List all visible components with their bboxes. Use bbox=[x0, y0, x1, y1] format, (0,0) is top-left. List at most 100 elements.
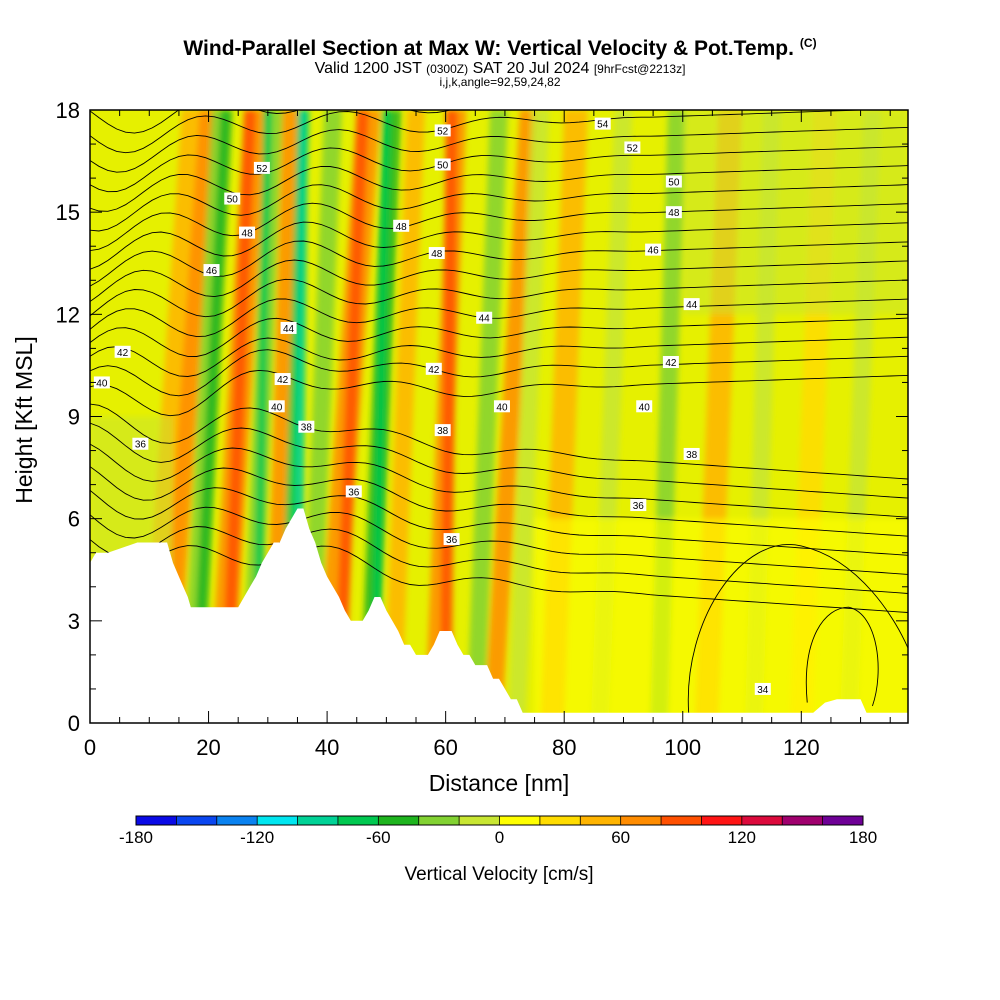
colorbar-tick-label: 60 bbox=[611, 828, 630, 847]
contour-label: 44 bbox=[280, 321, 297, 335]
contour-label-text: 50 bbox=[227, 195, 239, 206]
contour-label-text: 46 bbox=[206, 266, 218, 277]
valid-date: SAT 20 Jul 2024 bbox=[472, 60, 590, 77]
velocity-band bbox=[383, 110, 425, 723]
contour-labels: 54 52 52 52 50 50 50 48 48 48 48 46 46 44 44 44 42 42 42 42… bbox=[93, 117, 771, 696]
contour-label-text: 40 bbox=[639, 402, 651, 413]
contour-label-text: 50 bbox=[437, 160, 449, 171]
terrain bbox=[90, 508, 908, 723]
contour-label-bg bbox=[434, 424, 451, 437]
colorbar-swatch bbox=[459, 816, 500, 825]
contour-label-bg bbox=[754, 682, 771, 695]
copyright-tag: (C) bbox=[799, 36, 817, 50]
colorbar-swatch bbox=[297, 816, 338, 825]
contour-label: 52 bbox=[624, 141, 641, 154]
contour-label-text: 52 bbox=[627, 143, 639, 154]
x-tick-label: 60 bbox=[433, 735, 457, 760]
contour-label-text: 46 bbox=[648, 246, 660, 257]
contour-label: 46 bbox=[645, 243, 662, 257]
contour-label: 42 bbox=[274, 373, 291, 386]
contour-label-bg bbox=[683, 447, 700, 460]
x-tick-labels: 0 20 40 60 80 100 120 bbox=[84, 735, 820, 760]
contour-label-bg bbox=[630, 499, 647, 512]
contour-label-text: 48 bbox=[396, 222, 408, 233]
contour-label: 52 bbox=[434, 124, 451, 137]
contour-label-bg bbox=[425, 362, 442, 375]
colorbar-swatch bbox=[136, 816, 177, 825]
contour-label-text: 48 bbox=[431, 249, 443, 260]
contour-label: 44 bbox=[683, 298, 700, 311]
contour-label-text: 44 bbox=[686, 300, 698, 311]
y-tick-label: 12 bbox=[56, 302, 80, 327]
y-tick-label: 6 bbox=[68, 507, 80, 532]
colorbar-tick-label: -120 bbox=[240, 828, 274, 847]
contour-label-bg bbox=[93, 376, 110, 389]
grid-indices: i,j,k,angle=92,59,24,82 bbox=[439, 75, 561, 89]
axis-ticks bbox=[89, 109, 908, 724]
contour-label-text: 34 bbox=[757, 685, 769, 696]
contour-label-text: 50 bbox=[668, 178, 680, 189]
contour-label-bg bbox=[298, 420, 315, 433]
colorbar bbox=[135, 815, 864, 826]
contour-label-text: 44 bbox=[283, 324, 295, 335]
colorbar-swatch bbox=[539, 816, 581, 825]
contour-label-bg bbox=[268, 400, 285, 413]
contour-label-text: 40 bbox=[271, 402, 283, 413]
contour-label: 36 bbox=[132, 437, 149, 451]
contour-label-bg bbox=[434, 124, 451, 137]
colorbar-tick-label: 180 bbox=[849, 828, 877, 847]
isentrope-line bbox=[90, 403, 908, 480]
isentrope-line bbox=[90, 526, 908, 594]
colorbar-tick-labels: -180 -120 -60 0 60 120 180 bbox=[119, 828, 877, 847]
x-tick-label: 80 bbox=[552, 735, 576, 760]
isentrope-line bbox=[90, 545, 908, 613]
colorbar-tick-label: -60 bbox=[366, 828, 391, 847]
contour-label: 40 bbox=[93, 376, 110, 389]
colorbar-tick-label: 0 bbox=[495, 828, 504, 847]
x-tick-label: 0 bbox=[84, 735, 96, 760]
contour-label-bg bbox=[662, 356, 679, 369]
contour-label-bg bbox=[393, 219, 410, 232]
contour-label-text: 42 bbox=[277, 375, 289, 386]
isentrope-line bbox=[90, 336, 908, 377]
x-tick-label: 120 bbox=[783, 735, 820, 760]
velocity-band bbox=[220, 110, 256, 723]
contour-label: 36 bbox=[443, 533, 460, 546]
y-tick-label: 15 bbox=[56, 200, 80, 225]
contour-label: 34 bbox=[754, 682, 771, 696]
isentrope-line bbox=[90, 369, 908, 417]
colorbar-swatch bbox=[620, 816, 662, 825]
colorbar-tick-label: -180 bbox=[119, 828, 153, 847]
isentrope-line bbox=[90, 126, 908, 173]
colorbar-swatch bbox=[822, 816, 863, 825]
isentrope-line bbox=[90, 349, 908, 397]
velocity-band bbox=[466, 110, 508, 723]
isentrope-line bbox=[90, 202, 908, 252]
chart-title: Wind-Parallel Section at Max W: Vertical… bbox=[0, 36, 1000, 61]
contour-label: 46 bbox=[203, 264, 220, 277]
y-tick-label: 9 bbox=[68, 405, 80, 430]
velocity-band bbox=[370, 110, 391, 723]
contour-label-text: 48 bbox=[668, 208, 680, 219]
contour-label: 48 bbox=[665, 206, 682, 219]
contour-label-text: 36 bbox=[633, 501, 645, 512]
isentrope-line bbox=[90, 506, 908, 575]
contour-label-bg bbox=[280, 321, 297, 334]
valid-time: Valid 1200 JST bbox=[314, 60, 422, 77]
isentrope-line bbox=[90, 487, 908, 556]
contour-label: 36 bbox=[630, 499, 647, 512]
isentrope-line bbox=[90, 443, 908, 518]
contour-label-bg bbox=[132, 437, 149, 450]
contour-label-bg bbox=[665, 206, 682, 219]
contour-label-bg bbox=[665, 175, 682, 188]
y-tick-label: 3 bbox=[68, 609, 80, 634]
colorbar-swatch bbox=[661, 816, 702, 825]
colorbar-swatch bbox=[418, 816, 460, 825]
contour-label: 42 bbox=[114, 345, 131, 359]
isentrope-line bbox=[90, 184, 908, 232]
isentrope-line bbox=[90, 240, 908, 287]
contour-label-text: 38 bbox=[686, 450, 698, 461]
y-tick-labels: 0 3 6 9 12 15 18 bbox=[56, 98, 80, 736]
isentrope-line bbox=[687, 544, 908, 713]
